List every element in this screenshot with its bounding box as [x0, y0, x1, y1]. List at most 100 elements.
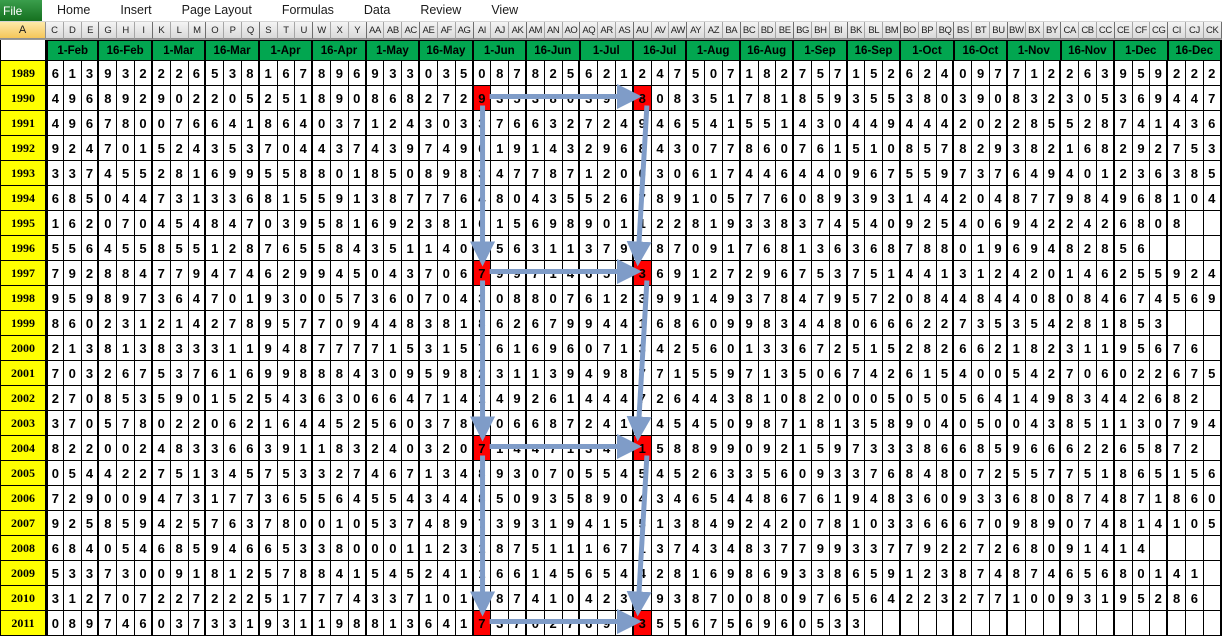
data-cell[interactable]: 6 — [580, 561, 599, 586]
data-cell[interactable]: 0 — [152, 561, 171, 586]
data-cell[interactable]: 8 — [918, 436, 937, 461]
data-cell[interactable]: 8 — [473, 311, 492, 336]
data-cell[interactable]: 7 — [651, 361, 670, 386]
data-cell[interactable]: 4 — [437, 136, 456, 161]
data-cell[interactable]: 9 — [63, 111, 82, 136]
data-cell[interactable]: 7 — [295, 61, 314, 86]
data-cell[interactable]: 4 — [384, 561, 403, 586]
data-cell[interactable] — [1168, 536, 1186, 561]
data-cell[interactable]: 6 — [259, 261, 278, 286]
data-cell[interactable]: 4 — [651, 461, 670, 486]
data-cell[interactable]: 9 — [331, 61, 349, 86]
data-cell[interactable]: 3 — [170, 611, 189, 636]
data-cell[interactable]: 8 — [883, 236, 901, 261]
data-cell[interactable]: 4 — [437, 486, 456, 511]
data-cell[interactable]: 0 — [46, 611, 64, 636]
data-cell[interactable]: 0 — [705, 61, 723, 86]
data-cell[interactable]: 6 — [687, 486, 706, 511]
data-cell[interactable] — [1043, 611, 1062, 636]
data-cell[interactable]: 6 — [277, 61, 296, 86]
data-cell[interactable]: 2 — [651, 386, 670, 411]
data-cell[interactable]: 6 — [669, 111, 688, 136]
data-cell[interactable]: 6 — [776, 186, 795, 211]
data-cell[interactable]: 7 — [705, 136, 723, 161]
data-cell[interactable]: 9 — [580, 311, 599, 336]
column-header-AS[interactable]: AS — [616, 22, 634, 39]
data-cell[interactable]: 6 — [384, 411, 403, 436]
data-cell[interactable]: 0 — [936, 86, 955, 111]
data-cell[interactable]: 5 — [117, 386, 136, 411]
data-cell[interactable]: 2 — [241, 411, 260, 436]
data-cell[interactable]: 0 — [687, 136, 706, 161]
data-cell[interactable]: 9 — [1007, 211, 1026, 236]
date-header-16-aug[interactable]: 16-Aug — [740, 40, 795, 61]
data-cell[interactable]: 1 — [616, 61, 634, 86]
data-cell[interactable]: 3 — [687, 86, 706, 111]
data-cell[interactable]: 4 — [633, 561, 652, 586]
data-cell[interactable]: 3 — [776, 336, 795, 361]
data-cell[interactable]: 1 — [313, 611, 331, 636]
data-cell[interactable]: 4 — [616, 111, 634, 136]
data-cell[interactable]: 9 — [544, 336, 563, 361]
data-cell[interactable]: 4 — [206, 261, 225, 286]
data-cell[interactable]: 1 — [117, 336, 136, 361]
data-cell[interactable]: 4 — [224, 536, 242, 561]
data-cell[interactable]: 6 — [758, 236, 777, 261]
data-cell[interactable]: 3 — [544, 111, 563, 136]
data-cell[interactable]: 3 — [847, 186, 866, 211]
data-cell[interactable]: 1 — [348, 561, 367, 586]
data-cell[interactable]: 8 — [1168, 211, 1186, 236]
data-cell[interactable]: 2 — [776, 511, 795, 536]
data-cell[interactable]: 9 — [1061, 186, 1080, 211]
data-cell[interactable]: 6 — [224, 436, 242, 461]
data-cell[interactable]: 0 — [437, 286, 456, 311]
data-cell[interactable]: 7 — [206, 286, 225, 311]
data-cell[interactable]: 4 — [277, 386, 296, 411]
data-cell[interactable]: 3 — [865, 436, 884, 461]
data-cell[interactable]: 3 — [384, 61, 403, 86]
data-cell[interactable]: 6 — [1186, 286, 1204, 311]
date-header-16-jul[interactable]: 16-Jul — [633, 40, 688, 61]
data-cell[interactable]: 9 — [1043, 386, 1062, 411]
data-cell[interactable]: 9 — [598, 486, 616, 511]
data-cell[interactable]: 6 — [1079, 61, 1097, 86]
data-cell[interactable]: 1 — [669, 361, 688, 386]
data-cell[interactable]: 8 — [1025, 536, 1044, 561]
data-cell[interactable]: 6 — [188, 61, 207, 86]
data-cell[interactable]: 9 — [758, 261, 777, 286]
data-cell[interactable]: 7 — [562, 161, 581, 186]
data-cell[interactable]: 4 — [954, 286, 973, 311]
data-cell[interactable]: 1 — [1096, 161, 1115, 186]
data-cell[interactable]: 3 — [901, 511, 919, 536]
data-cell[interactable]: 7 — [152, 461, 171, 486]
data-cell[interactable]: 2 — [170, 586, 189, 611]
data-cell[interactable]: 6 — [46, 536, 64, 561]
data-cell[interactable]: 5 — [972, 411, 991, 436]
data-cell[interactable]: 5 — [206, 61, 225, 86]
date-header-1-aug[interactable]: 1-Aug — [687, 40, 741, 61]
data-cell[interactable]: 4 — [81, 136, 100, 161]
data-cell[interactable]: 3 — [936, 561, 955, 586]
data-cell[interactable] — [1203, 386, 1222, 411]
data-cell[interactable]: 5 — [758, 111, 777, 136]
data-cell[interactable]: 7 — [99, 586, 118, 611]
column-header-BT[interactable]: BT — [972, 22, 991, 39]
data-cell[interactable]: 8 — [776, 286, 795, 311]
table-row[interactable]: 2003 3 7 0 5 7 8 0 2 2 0 6 2 1 6 4 4 5 2 5 6 0 3 7 8 4 0 6 6 8 7 2 4 1 1 4 5… — [0, 411, 1222, 436]
data-cell[interactable]: 7 — [794, 261, 812, 286]
data-cell[interactable]: 4 — [936, 286, 955, 311]
column-header-BD[interactable]: BD — [758, 22, 777, 39]
data-cell[interactable]: 8 — [1061, 386, 1080, 411]
data-cell[interactable]: 5 — [277, 461, 296, 486]
data-cell[interactable]: 5 — [1025, 461, 1044, 486]
data-cell[interactable]: 7 — [544, 436, 563, 461]
data-cell[interactable]: 6 — [1061, 436, 1080, 461]
data-cell[interactable]: 5 — [918, 386, 937, 411]
data-cell[interactable]: 3 — [1114, 86, 1133, 111]
data-cell[interactable]: 9 — [972, 86, 991, 111]
data-cell[interactable]: 1 — [295, 436, 314, 461]
data-cell[interactable]: 0 — [972, 211, 991, 236]
column-header-AW[interactable]: AW — [669, 22, 688, 39]
data-cell[interactable]: 8 — [1079, 286, 1097, 311]
table-row[interactable]: 2006 7 2 9 0 0 9 4 7 3 1 7 7 3 6 5 5 6 4 5 5 4 3 4 4 8 5 0 9 3 5 8 9 0 4 3 4… — [0, 486, 1222, 511]
